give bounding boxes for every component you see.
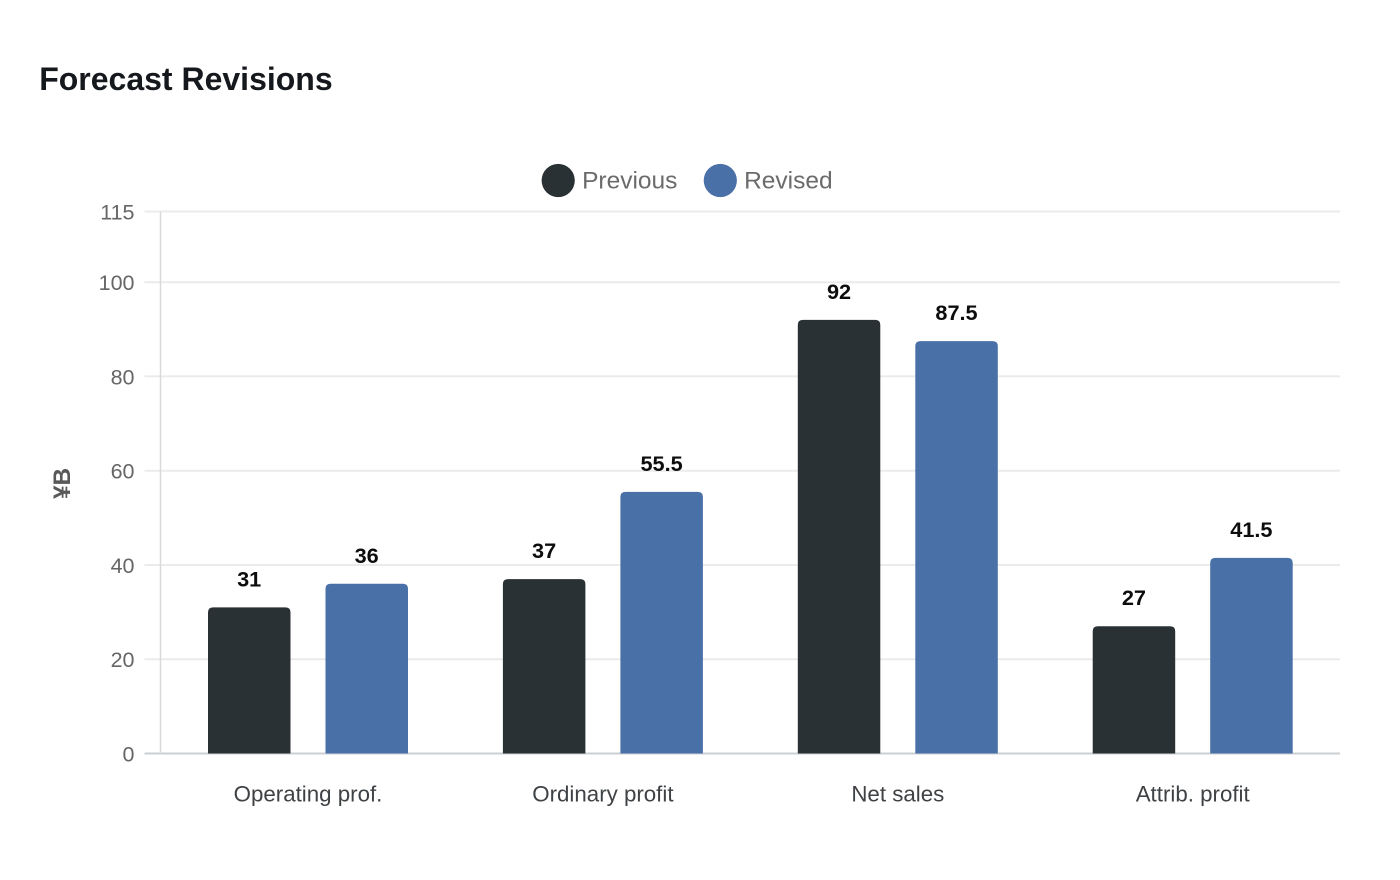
svg-text:Forecast Revisions: Forecast Revisions xyxy=(39,61,332,97)
svg-text:92: 92 xyxy=(827,279,851,304)
svg-text:41.5: 41.5 xyxy=(1230,517,1272,542)
svg-text:Attrib. profit: Attrib. profit xyxy=(1136,781,1251,806)
svg-text:Revised: Revised xyxy=(744,167,833,194)
svg-text:80: 80 xyxy=(111,365,135,389)
svg-text:36: 36 xyxy=(355,543,379,568)
svg-text:31: 31 xyxy=(237,566,261,591)
svg-text:87.5: 87.5 xyxy=(935,300,977,325)
svg-text:Operating prof.: Operating prof. xyxy=(234,781,383,806)
svg-text:20: 20 xyxy=(111,648,135,672)
svg-text:37: 37 xyxy=(532,538,556,563)
svg-text:Net sales: Net sales xyxy=(851,781,944,806)
svg-text:115: 115 xyxy=(100,200,134,224)
svg-text:55.5: 55.5 xyxy=(640,451,682,476)
svg-text:Ordinary profit: Ordinary profit xyxy=(532,781,674,806)
svg-text:0: 0 xyxy=(123,742,135,766)
svg-text:Previous: Previous xyxy=(582,167,677,194)
svg-text:100: 100 xyxy=(99,271,135,295)
svg-text:¥B: ¥B xyxy=(49,468,76,499)
svg-text:27: 27 xyxy=(1122,585,1146,610)
svg-text:40: 40 xyxy=(111,554,135,578)
svg-text:60: 60 xyxy=(111,460,135,484)
